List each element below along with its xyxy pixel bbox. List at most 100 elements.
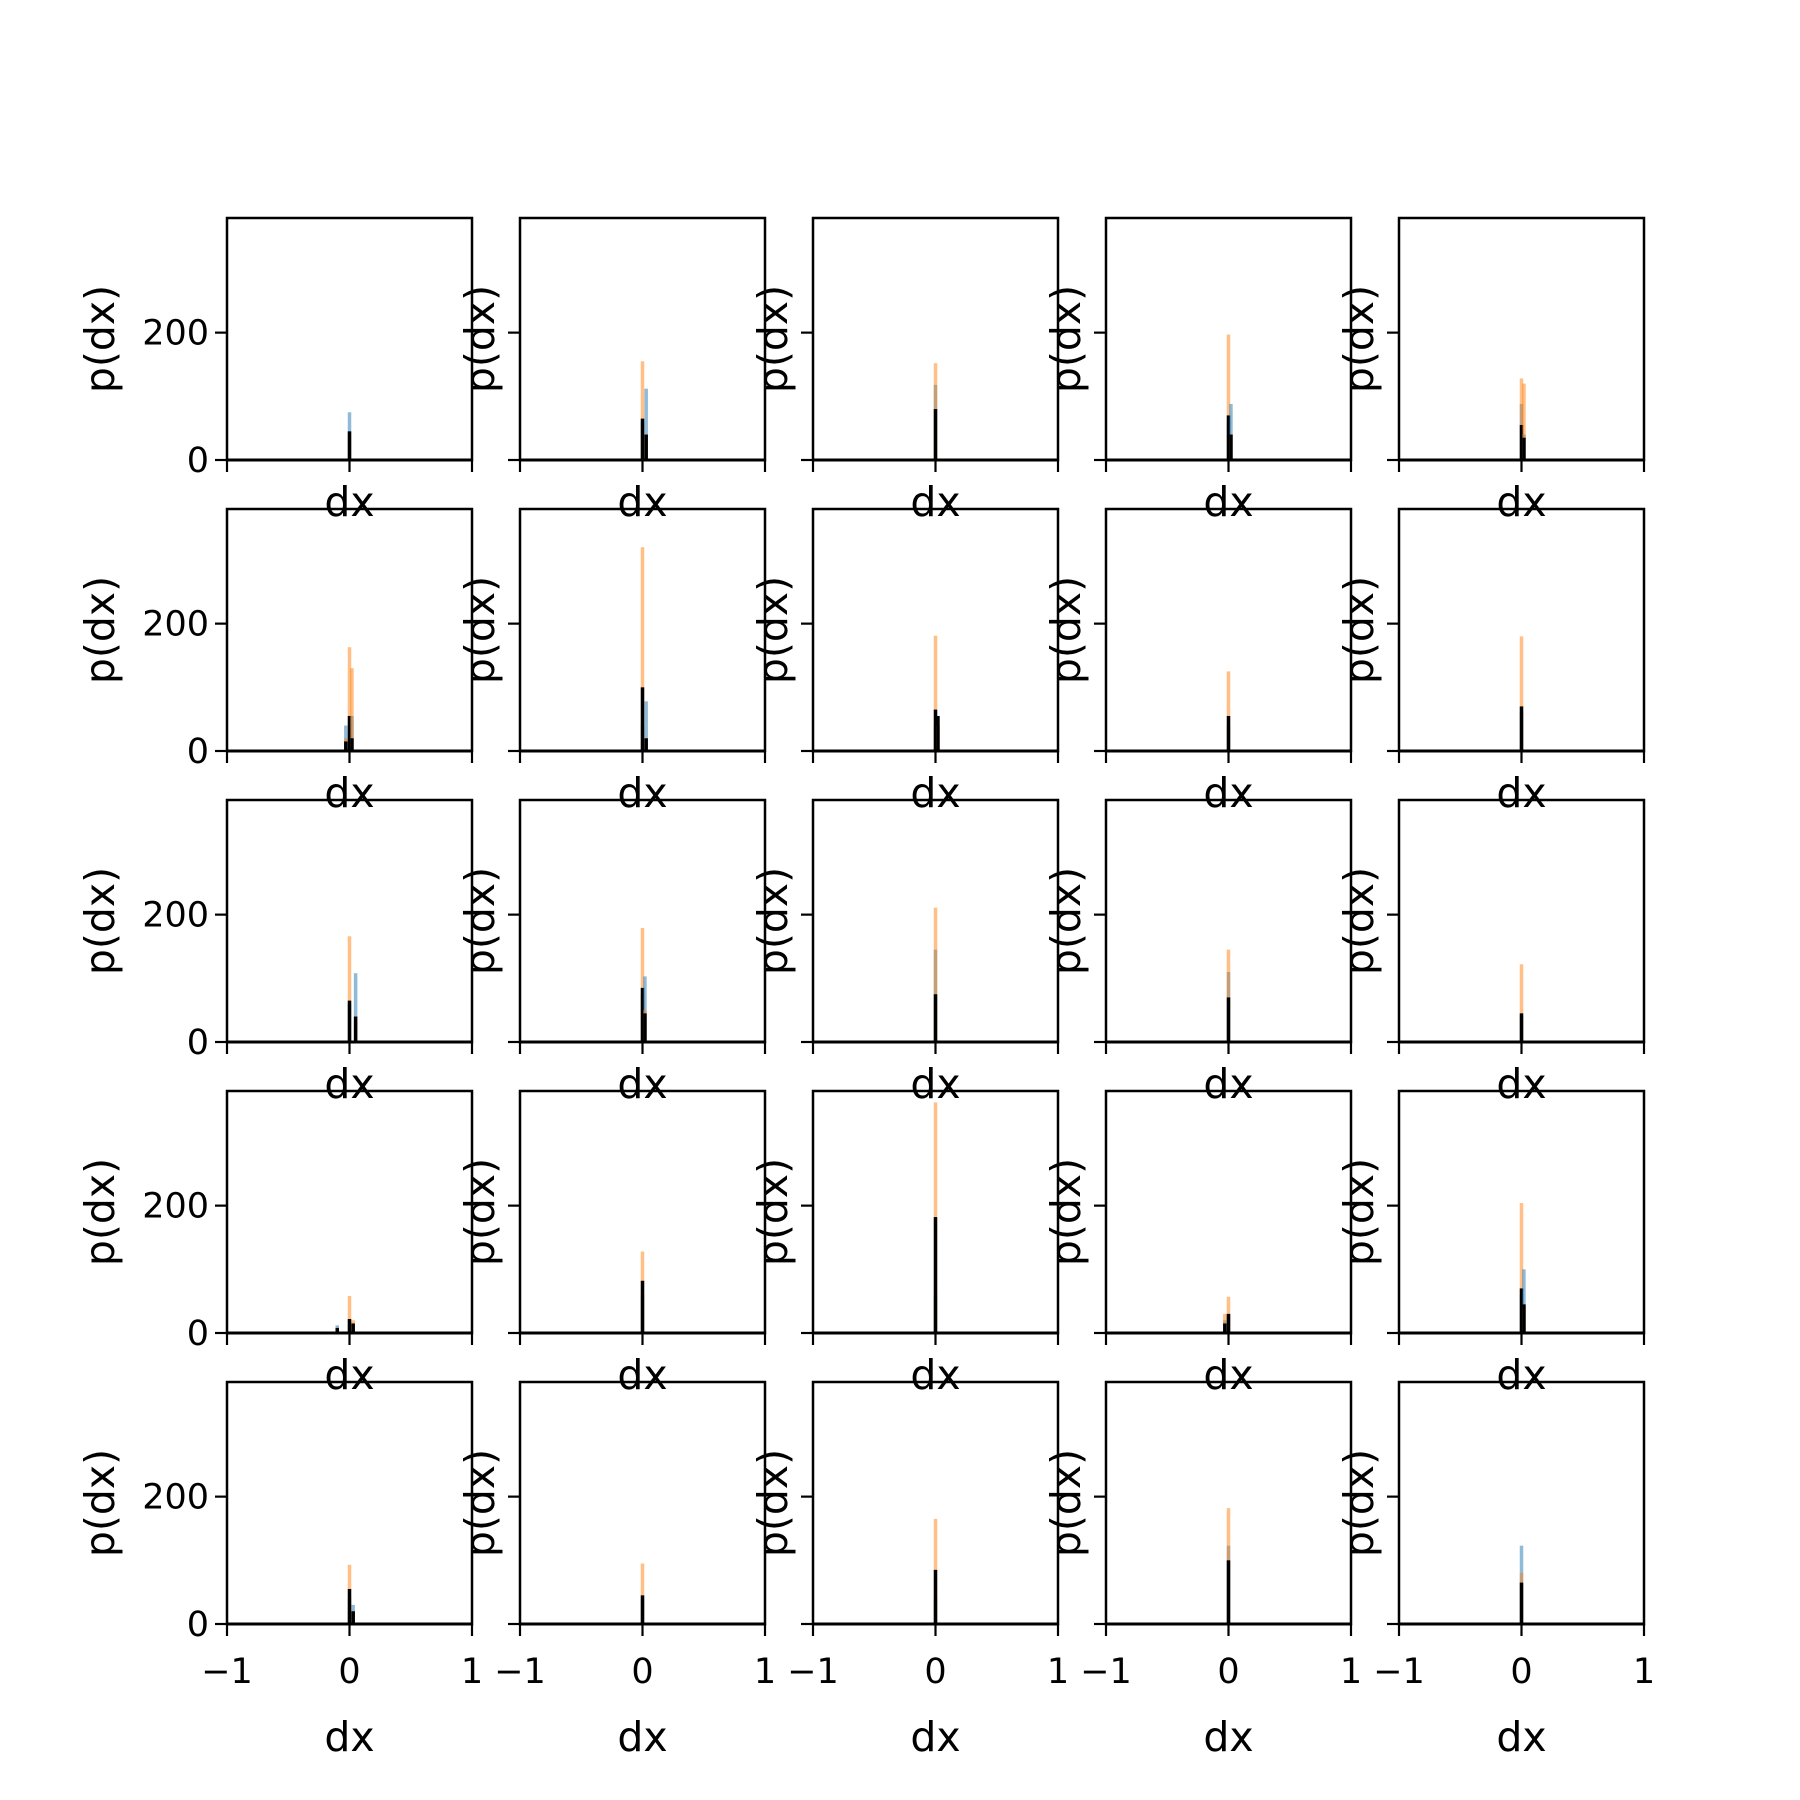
bar-orange [640, 928, 645, 1042]
subplot-13: dx p(dx) [749, 798, 1060, 1108]
subplot-8: dx p(dx) [749, 507, 1060, 817]
bar-orange [347, 936, 352, 1042]
xtick-label: 1 [1633, 1652, 1655, 1692]
x-axis-label: dx [324, 478, 374, 526]
bar-orange [1519, 378, 1524, 460]
bar-black [1226, 415, 1231, 460]
y-axis-label: p(dx) [749, 576, 797, 684]
bar-black [640, 687, 645, 751]
bar-black [933, 1569, 938, 1624]
histogram-bars [933, 635, 940, 751]
bar-black [1226, 1313, 1231, 1333]
xtick-label: −1 [787, 1652, 839, 1692]
bar-black [1522, 437, 1526, 460]
bar-black [1519, 1013, 1524, 1042]
histogram-bars [1226, 949, 1231, 1042]
subplot-11: 0 200 dx p(dx) [76, 798, 474, 1108]
y-axis-label: p(dx) [456, 1158, 504, 1266]
bar-black [347, 1318, 352, 1333]
y-axis-label: p(dx) [749, 1449, 797, 1557]
y-axis-label: p(dx) [1335, 576, 1383, 684]
y-axis-label: p(dx) [749, 285, 797, 393]
ytick-label: 200 [142, 896, 209, 936]
histogram-bars [347, 936, 358, 1042]
y-axis-label: p(dx) [76, 1158, 124, 1266]
x-axis-label: dx [910, 478, 960, 526]
histogram-bars [1226, 1508, 1231, 1624]
bar-blue [644, 388, 648, 460]
histogram-bars [344, 647, 354, 751]
bar-black [344, 741, 348, 751]
ytick-label: 0 [187, 1605, 209, 1645]
subplot-10: dx p(dx) [1335, 507, 1646, 817]
bar-black [1226, 1560, 1231, 1624]
bar-orange [350, 668, 354, 751]
y-axis-label: p(dx) [749, 867, 797, 975]
subplot-18: dx p(dx) [749, 1089, 1060, 1399]
bar-black [351, 1611, 355, 1624]
xtick-label: 1 [754, 1652, 776, 1692]
y-axis-label: p(dx) [1042, 576, 1090, 684]
y-axis-label: p(dx) [456, 867, 504, 975]
bar-orange [1522, 383, 1526, 460]
bar-black [936, 715, 940, 751]
subplot-12: dx p(dx) [456, 798, 767, 1108]
bar-orange [1519, 636, 1524, 751]
bar-orange [640, 1563, 645, 1624]
histogram-bars [933, 363, 938, 460]
bar-orange [933, 907, 938, 1042]
y-axis-label: p(dx) [1335, 285, 1383, 393]
ytick-label: 200 [142, 1187, 209, 1227]
x-axis-label: dx [1203, 1060, 1253, 1108]
y-axis-label: p(dx) [76, 576, 124, 684]
x-axis-label: dx [1496, 769, 1546, 817]
x-axis-label: dx [1496, 478, 1546, 526]
bar-black [640, 987, 645, 1042]
subplot-4: dx p(dx) [1042, 216, 1353, 526]
x-axis-label: dx [617, 1060, 667, 1108]
y-axis-label: p(dx) [749, 1158, 797, 1266]
subplot-17: dx p(dx) [456, 1089, 767, 1399]
histogram-bars [1223, 1296, 1231, 1333]
subplot-22: −1 0 1 dx p(dx) [456, 1380, 776, 1761]
xtick-label: 1 [1340, 1652, 1362, 1692]
bar-blue [353, 973, 358, 1042]
x-axis-label: dx [324, 1351, 374, 1399]
x-axis-label: dx [617, 769, 667, 817]
x-axis-label: dx [324, 1060, 374, 1108]
histogram-bars [933, 1518, 938, 1624]
subplot-1: 0 200 dx p(dx) [76, 216, 474, 526]
subplot-20: dx p(dx) [1335, 1089, 1646, 1399]
bar-black [1522, 1304, 1526, 1333]
bar-black [1519, 424, 1524, 460]
y-axis-label: p(dx) [456, 285, 504, 393]
y-axis-label: p(dx) [456, 576, 504, 684]
histogram-bars [1226, 334, 1233, 460]
y-axis-label: p(dx) [456, 1449, 504, 1557]
subplot-9: dx p(dx) [1042, 507, 1353, 817]
bar-black [1223, 1323, 1227, 1333]
x-axis-label: dx [1203, 1351, 1253, 1399]
subplot-2: dx p(dx) [456, 216, 767, 526]
xtick-label: −1 [494, 1652, 546, 1692]
subplot-14: dx p(dx) [1042, 798, 1353, 1108]
ytick-label: 0 [187, 441, 209, 481]
x-axis-label: dx [910, 1713, 960, 1761]
y-axis-label: p(dx) [76, 1449, 124, 1557]
histogram-bars [1519, 636, 1524, 751]
bar-black [347, 431, 352, 460]
x-axis-label: dx [617, 1351, 667, 1399]
y-axis-label: p(dx) [1335, 867, 1383, 975]
xtick-label: 0 [1217, 1652, 1239, 1692]
x-axis-label: dx [324, 769, 374, 817]
bar-orange [1519, 964, 1524, 1042]
bar-black [350, 738, 354, 751]
bar-black [933, 1217, 938, 1333]
subplot-23: −1 0 1 dx p(dx) [749, 1380, 1069, 1761]
ytick-label: 200 [142, 605, 209, 645]
xtick-label: 0 [338, 1652, 360, 1692]
x-axis-label: dx [324, 1713, 374, 1761]
y-axis-label: p(dx) [1042, 1449, 1090, 1557]
bar-blue [1229, 403, 1233, 460]
x-axis-label: dx [617, 1713, 667, 1761]
